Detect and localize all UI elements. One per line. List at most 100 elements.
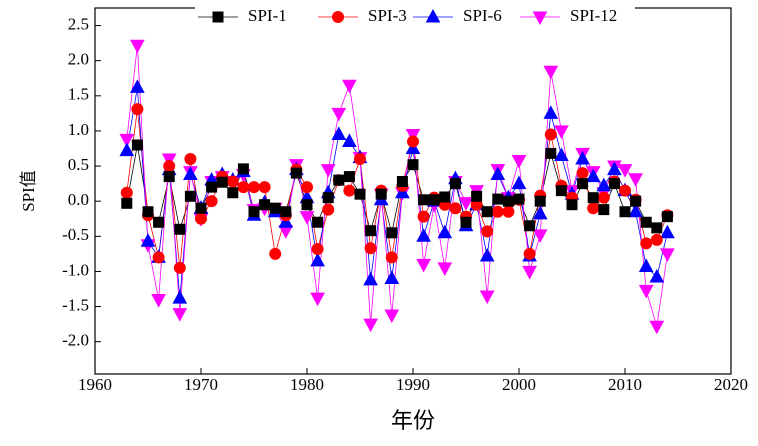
data-point: [173, 261, 186, 274]
x-tick-label: 2020: [714, 375, 748, 394]
data-point: [437, 224, 453, 239]
x-tick-label: 2010: [608, 375, 642, 394]
data-point: [428, 194, 440, 206]
data-point: [649, 269, 665, 283]
data-point: [405, 140, 421, 154]
data-point: [449, 178, 461, 190]
data-point: [322, 203, 335, 216]
data-point: [460, 216, 472, 228]
data-point: [554, 147, 569, 162]
data-point: [417, 210, 430, 223]
data-point: [437, 262, 453, 276]
y-tick-label: 0.0: [68, 190, 89, 209]
data-point: [416, 258, 431, 273]
data-point: [365, 225, 377, 237]
data-point: [301, 181, 313, 194]
data-point: [363, 271, 378, 286]
data-point: [661, 211, 673, 223]
data-point: [511, 175, 527, 190]
data-point: [407, 135, 419, 148]
x-axis-label: 年份: [391, 408, 435, 433]
data-point: [660, 248, 675, 262]
data-point: [130, 39, 145, 54]
data-point: [299, 211, 315, 225]
y-tick-label: 0.5: [68, 155, 89, 174]
data-point: [385, 251, 398, 264]
x-tick-label: 1960: [78, 375, 112, 394]
data-point: [384, 270, 400, 284]
data-point: [587, 192, 599, 204]
data-point: [131, 139, 143, 151]
data-point: [269, 202, 281, 214]
y-tick-label: -1.0: [62, 260, 89, 279]
data-point: [630, 195, 642, 207]
data-point: [342, 133, 357, 147]
data-point: [237, 181, 250, 194]
data-point: [142, 206, 154, 218]
data-point: [331, 107, 347, 122]
y-tick-label: 2.0: [68, 50, 89, 69]
data-point: [628, 203, 643, 218]
data-point: [184, 190, 196, 202]
data-point: [269, 247, 282, 260]
data-point: [311, 242, 324, 255]
data-point: [545, 147, 557, 159]
legend-marker: [332, 11, 344, 23]
data-point: [395, 184, 410, 199]
data-point: [490, 166, 506, 180]
data-point: [258, 181, 271, 194]
data-point: [131, 103, 144, 116]
data-point: [502, 205, 515, 218]
data-point: [513, 193, 525, 205]
data-point: [543, 105, 559, 119]
data-point: [174, 223, 186, 235]
data-point: [183, 166, 198, 180]
data-point: [386, 227, 398, 239]
data-point: [343, 171, 355, 183]
data-point: [259, 199, 271, 211]
data-point: [449, 202, 462, 215]
data-point: [608, 178, 620, 190]
data-point: [544, 128, 557, 141]
data-point: [491, 205, 504, 218]
data-point: [342, 79, 357, 94]
data-point: [481, 225, 494, 238]
legend-marker: [425, 8, 441, 23]
data-point: [619, 206, 631, 218]
data-point: [566, 199, 578, 211]
data-point: [660, 224, 675, 239]
data-point: [523, 247, 536, 260]
data-point: [650, 233, 663, 246]
data-point: [278, 214, 294, 228]
data-point: [248, 181, 260, 194]
data-point: [320, 164, 336, 178]
data-point: [651, 222, 663, 234]
data-point: [619, 184, 631, 197]
data-point: [205, 195, 218, 208]
data-point: [532, 205, 548, 220]
data-point: [172, 308, 188, 322]
data-point: [227, 187, 239, 199]
data-point: [140, 233, 156, 247]
data-point: [216, 176, 228, 188]
data-point: [172, 290, 188, 304]
data-point: [195, 202, 207, 214]
legend-marker: [532, 11, 548, 26]
data-point: [153, 216, 165, 228]
data-point: [534, 195, 546, 207]
data-point: [577, 178, 589, 190]
data-point: [555, 185, 567, 197]
data-point: [301, 199, 313, 211]
data-point: [543, 65, 559, 80]
x-tick-label: 1980: [290, 375, 324, 394]
data-point: [649, 320, 665, 335]
y-tick-label: 1.0: [68, 120, 89, 139]
data-point: [237, 163, 249, 175]
data-point: [312, 216, 324, 228]
y-tick-label: 2.5: [68, 14, 89, 33]
data-point: [479, 290, 495, 305]
x-tick-label: 1970: [184, 375, 218, 394]
data-point: [363, 318, 378, 333]
data-point: [640, 216, 652, 228]
